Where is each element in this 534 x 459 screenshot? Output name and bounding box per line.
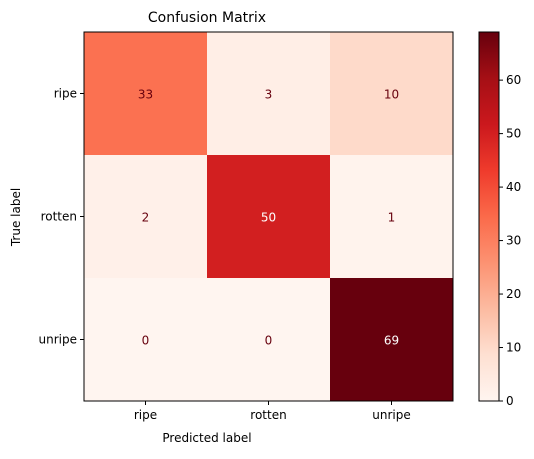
colorbar-tick-label: 50 [506, 127, 521, 141]
y-tick-label-unripe: unripe [39, 333, 77, 347]
x-axis-label: Predicted label [162, 431, 251, 445]
colorbar-tick-label: 40 [506, 180, 521, 194]
colorbar-gradient [479, 32, 499, 401]
matrix-cell-1-2 [330, 155, 453, 278]
matrix-cell-2-0 [84, 278, 207, 401]
cell-value-label: 50 [261, 211, 276, 225]
matrix-cells: 33 3 102 50 10 0 69 [84, 32, 453, 401]
cell-value-label: 3 [265, 88, 273, 102]
chart-title: Confusion Matrix [148, 10, 266, 26]
x-tick-label-rotten: rotten [250, 408, 286, 422]
matrix-cell-0-2 [330, 32, 453, 155]
matrix-cell-0-1 [207, 32, 330, 155]
x-tick-label-unripe: unripe [372, 408, 410, 422]
cell-value-label: 2 [142, 211, 150, 225]
matrix-cell-1-1 [207, 155, 330, 278]
colorbar-tick-label: 20 [506, 287, 521, 301]
y-tick-label-rotten: rotten [41, 210, 77, 224]
cell-value-label: 33 [138, 88, 153, 102]
y-axis-label: True label [9, 188, 23, 247]
matrix-cell-2-1 [207, 278, 330, 401]
cell-value-label: 69 [384, 334, 399, 348]
colorbar: 0 10 20 30 40 50 60 [478, 31, 521, 408]
cell-value-label: 0 [265, 334, 273, 348]
y-tick-label-ripe: ripe [54, 87, 77, 101]
colorbar-tick-label: 60 [506, 73, 521, 87]
axes: ripe rotten unripe ripe rotten unripe [39, 31, 454, 422]
matrix-cell-1-0 [84, 155, 207, 278]
x-tick-label-ripe: ripe [134, 408, 157, 422]
colorbar-tick-label: 30 [506, 234, 521, 248]
cell-value-label: 0 [142, 334, 150, 348]
colorbar-tick-label: 0 [506, 394, 514, 408]
colorbar-tick-label: 10 [506, 341, 521, 355]
matrix-cell-2-2 [330, 278, 453, 401]
cell-value-label: 1 [388, 211, 396, 225]
matrix-cell-0-0 [84, 32, 207, 155]
colorbar-frame [478, 31, 500, 402]
cell-value-label: 10 [384, 88, 399, 102]
